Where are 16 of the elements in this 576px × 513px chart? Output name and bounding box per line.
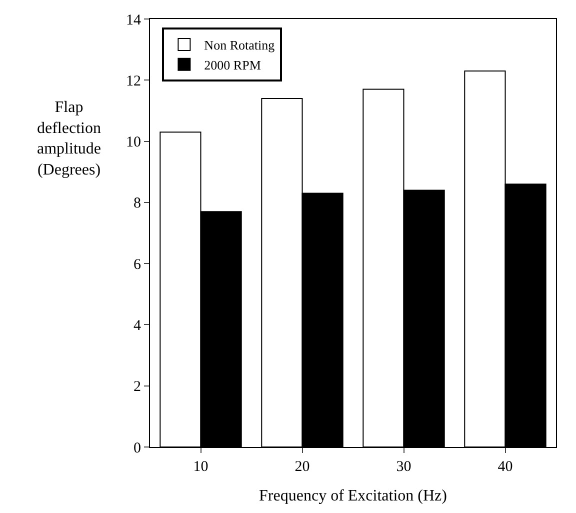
y-tick-label: 0 xyxy=(134,440,141,456)
y-tick-label: 10 xyxy=(126,134,141,151)
legend-label: Non Rotating xyxy=(204,38,276,53)
x-tick-label: 30 xyxy=(396,459,412,475)
y-tick-label: 4 xyxy=(134,318,142,334)
y-tick-label: 12 xyxy=(126,73,141,90)
y-tick-label: 14 xyxy=(126,12,142,28)
x-tick-label: 20 xyxy=(294,459,310,475)
x-tick-label: 40 xyxy=(498,459,513,475)
x-tick-label: 10 xyxy=(193,459,208,475)
y-tick-label: 6 xyxy=(134,256,142,273)
y-axis-title: Flap deflection amplitude (Degrees) xyxy=(37,99,101,178)
y-tick-label: 8 xyxy=(134,196,141,212)
legend-label: 2000 RPM xyxy=(204,57,262,72)
y-tick-label: 2 xyxy=(134,379,141,396)
x-axis-title: Frequency of Excitation (Hz) xyxy=(259,488,447,505)
